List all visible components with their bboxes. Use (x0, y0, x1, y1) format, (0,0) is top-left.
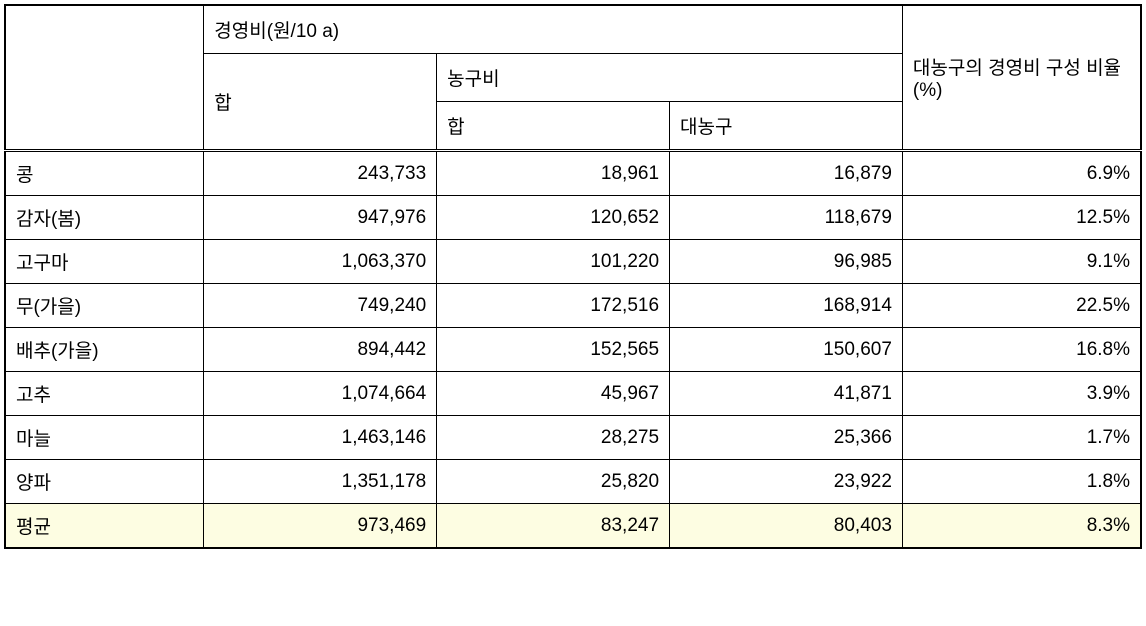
cell-total: 894,442 (204, 328, 437, 372)
cell-total: 749,240 (204, 284, 437, 328)
table-row: 고구마 1,063,370 101,220 96,985 9.1% (5, 240, 1141, 284)
cell-total: 1,463,146 (204, 416, 437, 460)
cell-ratio-average: 8.3% (902, 504, 1141, 549)
cell-ratio: 6.9% (902, 151, 1141, 196)
row-label: 감자(봄) (5, 196, 204, 240)
header-group2-large: 대농구 (670, 102, 903, 151)
cost-table: 경영비(원/10 a) 대농구의 경영비 구성 비율(%) 합 농구비 합 대농… (4, 4, 1142, 549)
cell-subtotal: 18,961 (437, 151, 670, 196)
cell-total: 1,351,178 (204, 460, 437, 504)
cell-sublarge-average: 80,403 (670, 504, 903, 549)
cell-sublarge: 150,607 (670, 328, 903, 372)
table-row: 콩 243,733 18,961 16,879 6.9% (5, 151, 1141, 196)
header-group1-total: 합 (204, 54, 437, 151)
cell-subtotal-average: 83,247 (437, 504, 670, 549)
table-row: 감자(봄) 947,976 120,652 118,679 12.5% (5, 196, 1141, 240)
row-label: 고추 (5, 372, 204, 416)
header-group2: 농구비 (437, 54, 903, 102)
cell-total: 947,976 (204, 196, 437, 240)
cell-sublarge: 41,871 (670, 372, 903, 416)
table-row-average: 평균 973,469 83,247 80,403 8.3% (5, 504, 1141, 549)
header-group2-total: 합 (437, 102, 670, 151)
cell-ratio: 12.5% (902, 196, 1141, 240)
cell-ratio: 9.1% (902, 240, 1141, 284)
cell-total: 243,733 (204, 151, 437, 196)
cell-sublarge: 96,985 (670, 240, 903, 284)
cell-total: 1,063,370 (204, 240, 437, 284)
cell-sublarge: 16,879 (670, 151, 903, 196)
cell-ratio: 1.8% (902, 460, 1141, 504)
header-blank (5, 5, 204, 151)
row-label: 배추(가을) (5, 328, 204, 372)
table-row: 무(가을) 749,240 172,516 168,914 22.5% (5, 284, 1141, 328)
row-label-average: 평균 (5, 504, 204, 549)
table-row: 고추 1,074,664 45,967 41,871 3.9% (5, 372, 1141, 416)
cell-sublarge: 23,922 (670, 460, 903, 504)
cell-sublarge: 118,679 (670, 196, 903, 240)
table-row: 배추(가을) 894,442 152,565 150,607 16.8% (5, 328, 1141, 372)
table-header: 경영비(원/10 a) 대농구의 경영비 구성 비율(%) 합 농구비 합 대농… (5, 5, 1141, 151)
row-label: 콩 (5, 151, 204, 196)
cell-subtotal: 101,220 (437, 240, 670, 284)
cell-subtotal: 28,275 (437, 416, 670, 460)
row-label: 고구마 (5, 240, 204, 284)
cell-ratio: 22.5% (902, 284, 1141, 328)
header-group1: 경영비(원/10 a) (204, 5, 903, 54)
header-ratio: 대농구의 경영비 구성 비율(%) (902, 5, 1141, 151)
row-label: 양파 (5, 460, 204, 504)
table-body: 콩 243,733 18,961 16,879 6.9% 감자(봄) 947,9… (5, 151, 1141, 549)
cell-subtotal: 172,516 (437, 284, 670, 328)
cell-sublarge: 168,914 (670, 284, 903, 328)
row-label: 마늘 (5, 416, 204, 460)
cell-subtotal: 120,652 (437, 196, 670, 240)
cell-subtotal: 25,820 (437, 460, 670, 504)
cell-subtotal: 152,565 (437, 328, 670, 372)
table-row: 마늘 1,463,146 28,275 25,366 1.7% (5, 416, 1141, 460)
table-row: 양파 1,351,178 25,820 23,922 1.8% (5, 460, 1141, 504)
cell-total-average: 973,469 (204, 504, 437, 549)
cell-total: 1,074,664 (204, 372, 437, 416)
cell-sublarge: 25,366 (670, 416, 903, 460)
cell-subtotal: 45,967 (437, 372, 670, 416)
cell-ratio: 16.8% (902, 328, 1141, 372)
cell-ratio: 1.7% (902, 416, 1141, 460)
cell-ratio: 3.9% (902, 372, 1141, 416)
row-label: 무(가을) (5, 284, 204, 328)
